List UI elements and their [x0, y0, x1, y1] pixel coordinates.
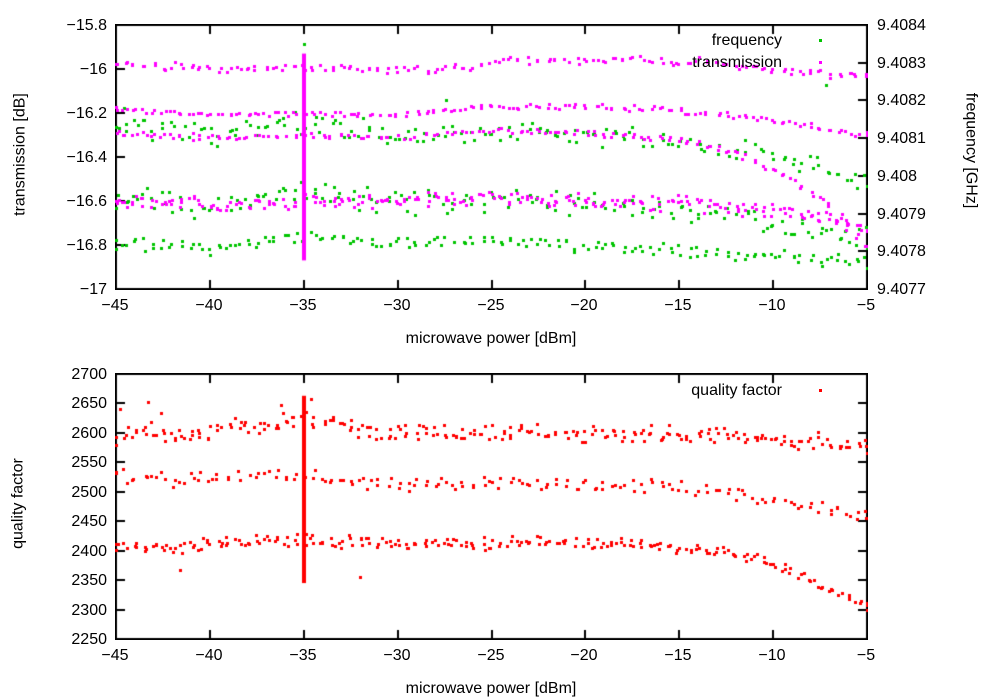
- bottom-panel-x-tick-label: −5: [856, 647, 876, 664]
- bottom-panel-x-tick-label: −10: [758, 647, 786, 664]
- top-panel-y2-tick-label: 9.4079: [877, 206, 926, 223]
- bottom-panel-y-tick-label: 2650: [71, 395, 107, 412]
- top-panel-y-tick-label: −16: [79, 61, 107, 78]
- top-panel-y-tick-label: −15.8: [66, 17, 107, 34]
- top-panel-y2-tick-label: 9.4084: [877, 17, 926, 34]
- bottom-x-axis-title: microwave power [dBm]: [405, 680, 577, 697]
- bottom-panel-x-tick-label: −15: [664, 647, 692, 664]
- top-panel-x-tick-label: −25: [477, 297, 505, 314]
- bottom-panel-y-tick-label: 2300: [71, 602, 107, 619]
- top-panel-y2-tick-label: 9.4077: [877, 281, 926, 298]
- top-panel-y2-tick-label: 9.4082: [877, 92, 926, 109]
- top-panel-x-tick-label: −15: [664, 297, 692, 314]
- bottom-left-axis-title: quality factor: [9, 458, 27, 549]
- top-panel-x-tick-label: −45: [101, 297, 129, 314]
- bottom-panel-x-tick-label: −25: [477, 647, 505, 664]
- bottom-panel-y-tick-label: 2400: [71, 543, 107, 560]
- top-panel-y2-tick-label: 9.4081: [877, 130, 926, 147]
- bottom-panel-x-tick-label: −45: [101, 647, 129, 664]
- top-right-axis-title: frequency [GHz]: [962, 92, 980, 209]
- legend-marker-frequency: [819, 39, 822, 42]
- top-panel-x-tick-label: −30: [383, 297, 411, 314]
- top-panel-y2-tick-label: 9.408: [877, 168, 918, 185]
- legend-label-transmission: transmission: [692, 54, 782, 71]
- bottom-panel-x-tick-label: −40: [195, 647, 223, 664]
- top-panel-x-tick-label: −5: [856, 297, 876, 314]
- legend-marker-transmission: [819, 61, 822, 64]
- bottom-panel-x-tick-label: −35: [289, 647, 317, 664]
- top-panel-x-tick-label: −10: [758, 297, 786, 314]
- top-left-axis-title: transmission [dB]: [11, 93, 29, 216]
- bottom-panel-y-tick-label: 2350: [71, 572, 107, 589]
- bottom-panel-y-tick-label: 2700: [71, 366, 107, 383]
- legend-label-frequency: frequency: [711, 32, 782, 49]
- top-panel-canvas: [115, 24, 868, 290]
- top-x-axis-title: microwave power [dBm]: [405, 330, 577, 347]
- bottom-panel-y-tick-label: 2600: [71, 425, 107, 442]
- bottom-panel-y-tick-label: 2250: [71, 631, 107, 648]
- legend-label-quality-factor: quality factor: [691, 382, 782, 399]
- top-panel-x-tick-label: −20: [570, 297, 598, 314]
- top-panel-y-tick-label: −16.2: [66, 105, 107, 122]
- bottom-panel-y-tick-label: 2550: [71, 454, 107, 471]
- top-panel-y2-tick-label: 9.4078: [877, 243, 926, 260]
- legend-marker-quality-factor: [819, 389, 822, 392]
- top-panel-y-tick-label: −16.4: [66, 149, 107, 166]
- bottom-panel-canvas: [115, 373, 868, 640]
- top-panel-y-tick-label: −16.8: [66, 237, 107, 254]
- top-panel-y2-tick-label: 9.4083: [877, 55, 926, 72]
- top-panel-x-tick-label: −40: [195, 297, 223, 314]
- top-panel-y-tick-label: −16.6: [66, 193, 107, 210]
- top-panel-x-tick-label: −35: [289, 297, 317, 314]
- bottom-panel-y-tick-label: 2450: [71, 513, 107, 530]
- bottom-panel-x-tick-label: −20: [570, 647, 598, 664]
- bottom-panel-x-tick-label: −30: [383, 647, 411, 664]
- bottom-panel-y-tick-label: 2500: [71, 484, 107, 501]
- top-panel-y-tick-label: −17: [79, 281, 107, 298]
